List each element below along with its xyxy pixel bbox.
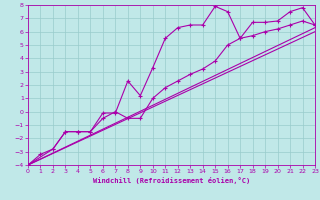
X-axis label: Windchill (Refroidissement éolien,°C): Windchill (Refroidissement éolien,°C) [93, 177, 250, 184]
